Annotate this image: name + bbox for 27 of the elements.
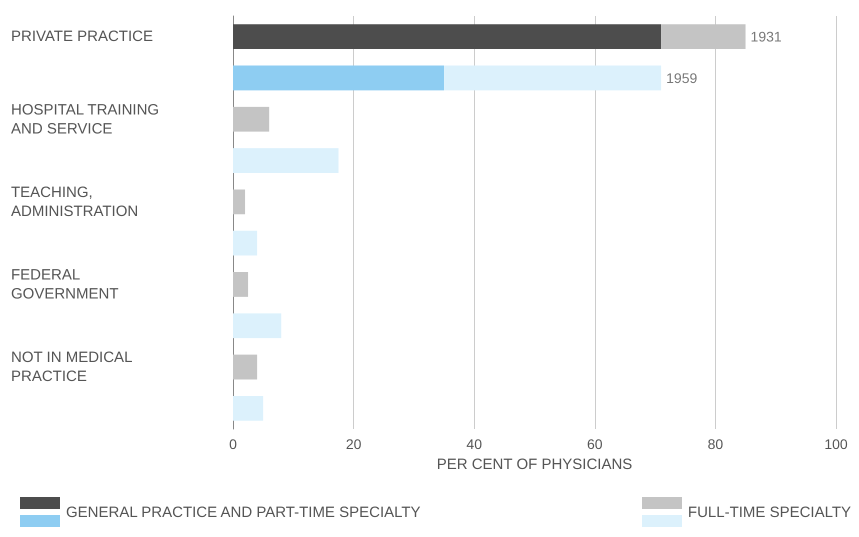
- bar: [233, 313, 282, 338]
- x-tick-label: 100: [824, 436, 848, 452]
- y-tick-label: PRIVATE PRACTICE: [11, 28, 153, 46]
- x-axis-title: PER CENT OF PHYSICIANS: [436, 456, 632, 473]
- bar: [233, 189, 246, 214]
- y-tick-label: TEACHING, ADMINISTRATION: [11, 184, 138, 220]
- bar: [444, 66, 662, 90]
- bar: [233, 24, 662, 50]
- legend-label: FULL-TIME SPECIALTY: [688, 504, 851, 520]
- y-tick-label: FEDERAL GOVERNMENT: [11, 266, 119, 302]
- x-tick-label: 40: [466, 436, 482, 452]
- bar: [233, 230, 258, 256]
- x-tick-label: 0: [229, 436, 238, 452]
- annotation: 1959: [666, 70, 698, 86]
- legend-label: GENERAL PRACTICE AND PART-TIME SPECIALTY: [66, 504, 421, 520]
- bar: [233, 396, 264, 421]
- x-tick-label: 80: [708, 436, 724, 452]
- bar: [233, 354, 258, 380]
- x-tick-label: 60: [587, 436, 603, 452]
- y-tick-label: NOT IN MEDICAL PRACTICE: [11, 349, 132, 386]
- annotation: 1931: [750, 28, 782, 45]
- y-tick-label: HOSPITAL TRAINING AND SERVICE: [11, 101, 160, 138]
- x-tick-label: 20: [346, 436, 362, 452]
- bar: [233, 106, 270, 132]
- bar: [233, 148, 339, 173]
- bar: [233, 272, 248, 297]
- bar: [233, 66, 444, 90]
